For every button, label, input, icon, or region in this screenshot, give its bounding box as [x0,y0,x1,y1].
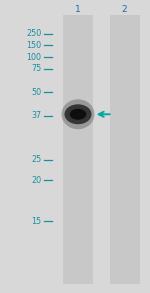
Ellipse shape [70,109,86,120]
Ellipse shape [61,99,94,129]
Text: 37: 37 [31,111,41,120]
Text: 15: 15 [31,217,41,226]
Text: 100: 100 [26,53,41,62]
Text: 20: 20 [31,176,41,185]
Text: 25: 25 [31,155,41,164]
Bar [63,15,93,284]
Text: 75: 75 [31,64,41,73]
Text: 50: 50 [31,88,41,97]
Bar [110,15,140,284]
Text: 250: 250 [26,29,41,38]
Text: 1: 1 [75,5,81,14]
Ellipse shape [64,104,92,124]
Text: 2: 2 [122,5,127,14]
Text: 150: 150 [26,41,41,50]
